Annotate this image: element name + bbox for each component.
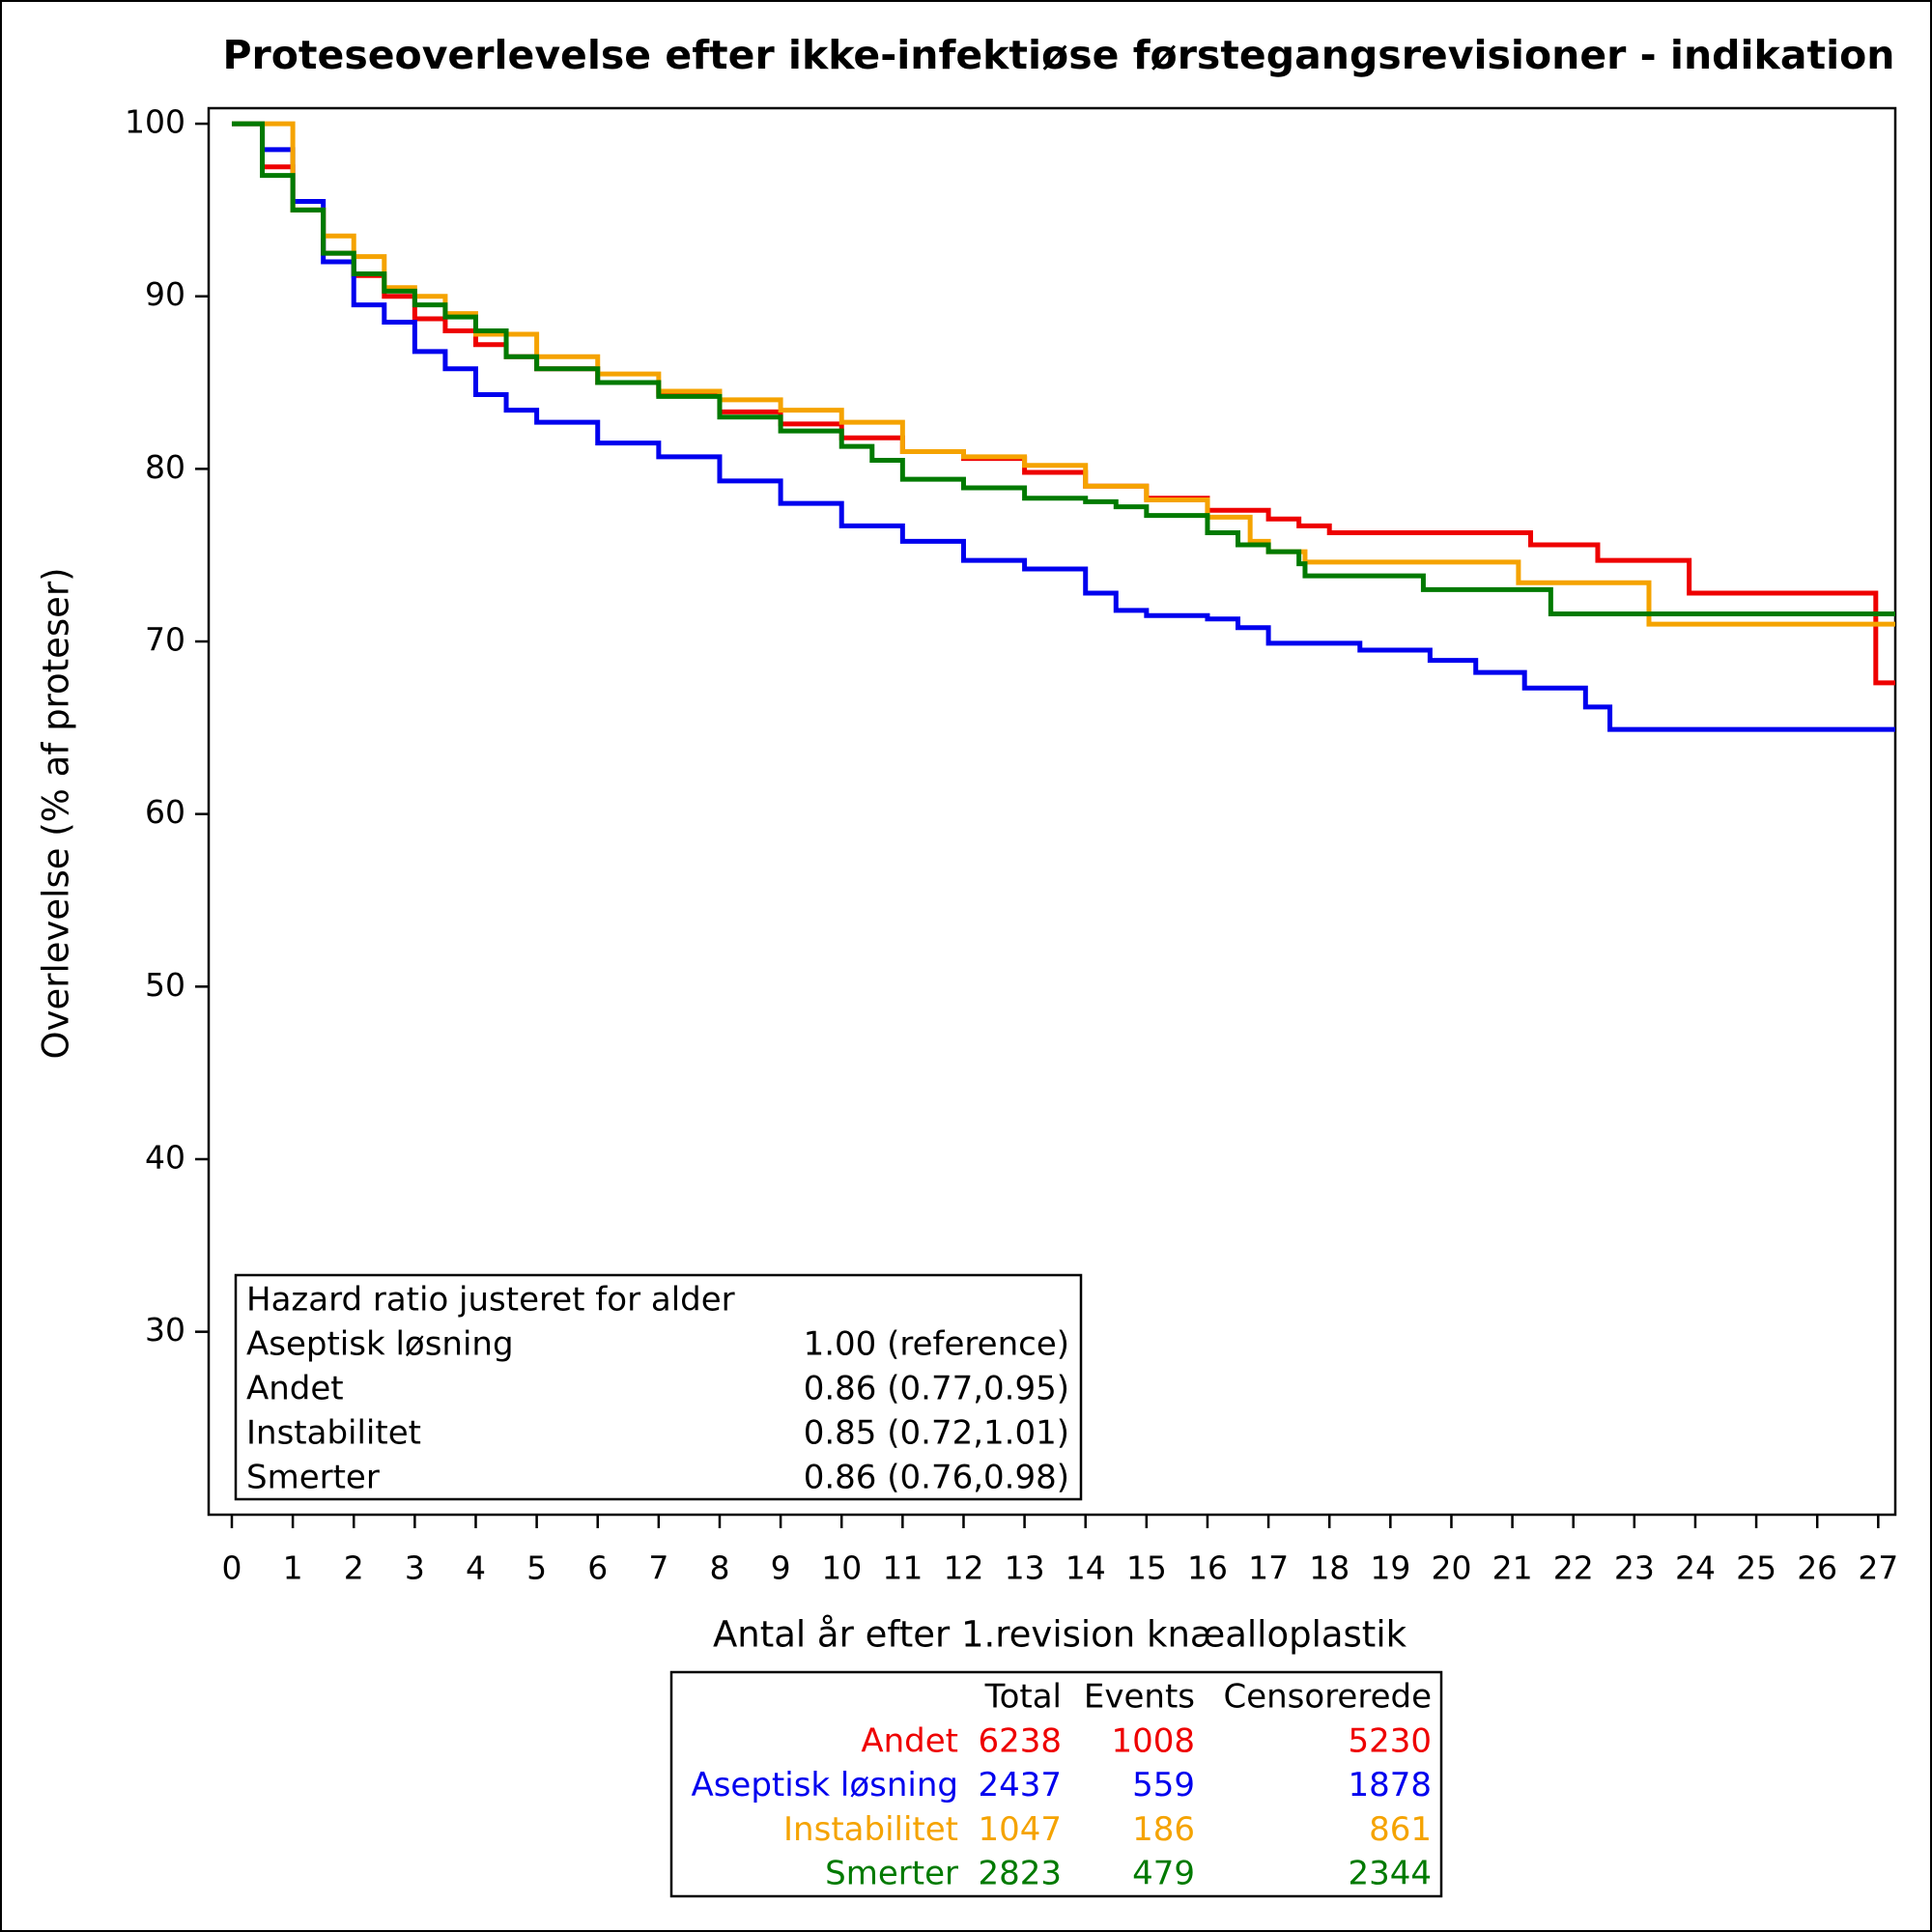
y-tick-label: 100 xyxy=(125,103,185,141)
table-cell: 2437 xyxy=(978,1766,1062,1804)
x-tick-label: 11 xyxy=(882,1549,923,1587)
summary-box xyxy=(669,1670,1443,1898)
x-tick-label: 22 xyxy=(1553,1549,1594,1587)
x-tick-label: 20 xyxy=(1431,1549,1471,1587)
x-tick-label: 0 xyxy=(221,1549,242,1587)
curves xyxy=(231,121,1895,732)
y-tick-label: 40 xyxy=(145,1138,185,1176)
hazard-label: Smerter xyxy=(246,1459,380,1497)
table-cell: 861 xyxy=(1369,1810,1432,1849)
hazard-label: Instabilitet xyxy=(246,1414,421,1453)
x-tick-label: 5 xyxy=(526,1549,547,1587)
table-cell: 5230 xyxy=(1348,1722,1432,1761)
x-tick-label: 13 xyxy=(1005,1549,1045,1587)
x-axis-label: Antal år efter 1.revision knæalloplastik xyxy=(713,1614,1407,1656)
hazard-title: Hazard ratio justeret for alder xyxy=(246,1281,735,1320)
x-tick-label: 10 xyxy=(821,1549,862,1587)
table-header: Events xyxy=(1084,1678,1195,1717)
table-row-name: Aseptisk løsning xyxy=(691,1766,958,1804)
table-header: Censorerede xyxy=(1223,1678,1432,1717)
plot-frame xyxy=(207,106,1897,1517)
table-cell: 479 xyxy=(1132,1855,1195,1893)
table-cell: 1047 xyxy=(978,1810,1062,1849)
x-tick-label: 23 xyxy=(1614,1549,1655,1587)
x-tick-label: 12 xyxy=(943,1549,983,1587)
survival-curve xyxy=(231,121,1895,616)
table-cell: 1008 xyxy=(1111,1722,1195,1761)
table-cell: 559 xyxy=(1132,1766,1195,1804)
x-tick-label: 6 xyxy=(587,1549,608,1587)
hazard-label: Aseptisk løsning xyxy=(246,1325,514,1364)
hazard-box xyxy=(234,1273,1083,1501)
chart-title: Proteseoverlevelse efter ikke-infektiøse… xyxy=(222,32,1894,78)
x-tick-label: 18 xyxy=(1309,1549,1350,1587)
x-tick-label: 21 xyxy=(1492,1549,1533,1587)
hazard-label: Andet xyxy=(246,1370,344,1408)
x-tick-label: 26 xyxy=(1797,1549,1837,1587)
table-row-name: Andet xyxy=(861,1722,958,1761)
x-tick-label: 16 xyxy=(1187,1549,1228,1587)
hazard-value: 0.86 (0.76,0.98) xyxy=(804,1459,1069,1497)
y-tick-label: 60 xyxy=(145,793,185,831)
x-tick-label: 3 xyxy=(405,1549,425,1587)
y-tick-label: 50 xyxy=(145,966,185,1004)
hazard-value: 1.00 (reference) xyxy=(804,1325,1069,1364)
hazard-value: 0.86 (0.77,0.95) xyxy=(804,1370,1069,1408)
y-axis-label: Overlevelse (% af proteser) xyxy=(36,567,77,1059)
survival-curve xyxy=(231,121,1895,732)
table-row-name: Instabilitet xyxy=(783,1810,958,1849)
y-tick-label: 30 xyxy=(145,1311,185,1349)
table-cell: 1878 xyxy=(1348,1766,1432,1804)
y-tick-label: 70 xyxy=(145,621,185,659)
table-row-name: Smerter xyxy=(825,1855,958,1893)
table-header: Total xyxy=(984,1678,1062,1717)
survival-curve xyxy=(231,121,1895,627)
x-tick-label: 19 xyxy=(1370,1549,1410,1587)
x-tick-label: 4 xyxy=(466,1549,486,1587)
x-tick-label: 15 xyxy=(1126,1549,1167,1587)
y-tick-label: 90 xyxy=(145,275,185,313)
x-tick-label: 8 xyxy=(709,1549,729,1587)
x-tick-label: 27 xyxy=(1858,1549,1898,1587)
x-tick-label: 25 xyxy=(1736,1549,1776,1587)
x-tick-label: 2 xyxy=(344,1549,364,1587)
x-tick-label: 24 xyxy=(1675,1549,1716,1587)
table-cell: 2823 xyxy=(978,1855,1062,1893)
hazard-value: 0.85 (0.72,1.01) xyxy=(804,1414,1069,1453)
table-cell: 2344 xyxy=(1348,1855,1432,1893)
y-tick-label: 80 xyxy=(145,448,185,486)
x-tick-label: 7 xyxy=(648,1549,668,1587)
x-tick-label: 9 xyxy=(771,1549,791,1587)
x-tick-label: 1 xyxy=(283,1549,303,1587)
x-tick-label: 17 xyxy=(1248,1549,1289,1587)
x-tick-label: 14 xyxy=(1065,1549,1106,1587)
table-cell: 6238 xyxy=(978,1722,1062,1761)
table-cell: 186 xyxy=(1132,1810,1195,1849)
